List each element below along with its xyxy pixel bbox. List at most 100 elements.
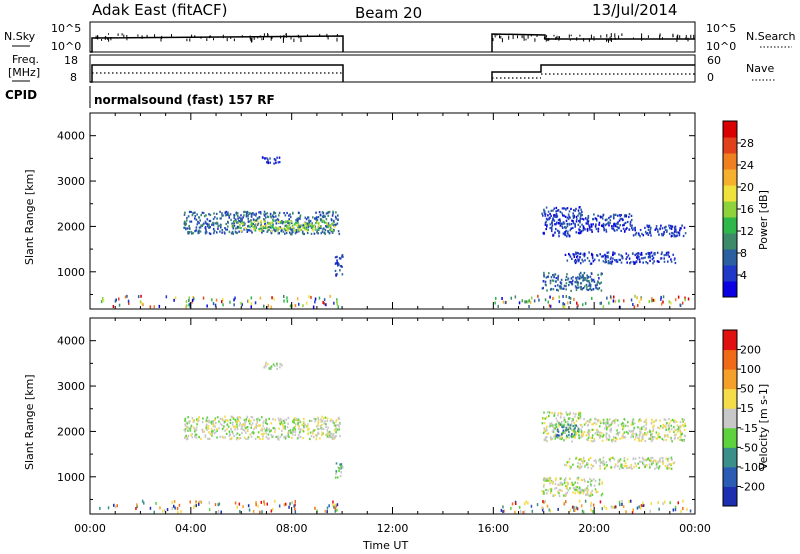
ground-scatter-cell [271,296,273,300]
echo-cell [283,436,285,439]
echo-cell [253,428,255,431]
echo-cell [287,222,289,225]
echo-cell [610,261,613,265]
ground-scatter-cell [211,298,213,302]
echo-cell [631,419,634,422]
echo-cell [664,434,666,437]
echo-cell [650,433,652,436]
echo-cell [546,411,549,414]
echo-cell [603,463,606,466]
echo-cell [207,437,209,440]
echo-cell [609,219,612,222]
echo-cell [252,218,255,221]
echo-cell [660,224,662,227]
echo-cell [579,417,582,420]
echo-cell [546,477,548,480]
echo-cell [299,431,301,434]
echo-cell [628,466,631,469]
echo-cell [325,425,327,428]
x-tick-label: 08:00 [276,522,308,535]
echo-cell [565,484,567,488]
echo-cell [591,252,593,255]
echo-cell [670,258,672,261]
echo-cell [580,285,582,289]
echo-cell [259,437,261,440]
echo-cell [550,488,553,491]
echo-cell [616,419,619,422]
echo-cell [250,229,252,232]
echo-cell [192,426,195,429]
echo-cell [637,462,639,465]
echo-cell [297,421,299,424]
echo-cell [212,420,215,423]
echo-cell [304,227,307,231]
echo-cell [602,222,605,226]
echo-cell [311,225,314,228]
echo-cell [246,426,249,429]
echo-cell [668,422,671,425]
echo-cell [236,438,238,441]
echo-cell [595,491,598,494]
echo-cell [334,215,337,218]
echo-cell [270,422,273,425]
echo-cell [287,220,290,223]
echo-cell [598,223,600,226]
echo-cell [185,223,187,226]
echo-cell [667,460,669,463]
echo-cell [674,261,677,265]
echo-cell [595,422,597,426]
echo-cell [260,222,263,225]
echo-cell [287,416,290,419]
echo-cell [549,212,551,216]
echo-cell [547,214,549,217]
echo-cell [266,230,269,233]
echo-cell [233,220,236,223]
echo-cell [608,458,611,461]
ground-scatter-cell [221,300,223,304]
echo-cell [591,280,593,283]
echo-cell [560,435,563,439]
echo-cell [210,427,213,430]
echo-cell [582,274,585,277]
echo-cell [195,426,198,429]
ground-scatter-cell [684,296,686,300]
echo-cell [273,427,275,430]
echo-cell [583,431,586,434]
echo-cell [299,217,301,220]
echo-cell [617,461,619,464]
echo-cell [635,433,638,437]
echo-cell [263,214,266,217]
colorbar-tick-label: 12 [740,225,754,238]
ground-scatter-cell [682,507,684,510]
echo-cell [301,423,303,426]
echo-cell [580,424,583,427]
echo-cell [278,211,281,214]
echo-cell [258,436,260,439]
echo-cell [597,281,599,284]
echo-cell [597,434,600,437]
echo-cell [555,210,557,213]
colorbar-tick-label: -200 [740,480,765,493]
echo-cell [225,432,228,435]
echo-cell [615,432,618,435]
echo-cell [311,228,314,231]
echo-cell [329,434,332,437]
echo-cell [566,485,568,488]
echo-cell [336,273,338,276]
echo-cell [579,412,582,415]
echo-cell [593,258,596,261]
echo-cell [577,462,579,465]
ground-scatter-cell [577,304,579,308]
echo-cell [260,429,262,432]
echo-cell [663,231,665,234]
echo-cell [614,421,616,424]
echo-cell [568,252,570,256]
echo-cell [607,221,610,224]
echo-cell [190,434,192,437]
echo-cell [246,230,249,233]
echo-cell [205,231,208,234]
ground-scatter-cell [689,509,692,513]
echo-cell [572,430,574,433]
echo-cell [317,228,320,231]
echo-cell [578,467,581,470]
